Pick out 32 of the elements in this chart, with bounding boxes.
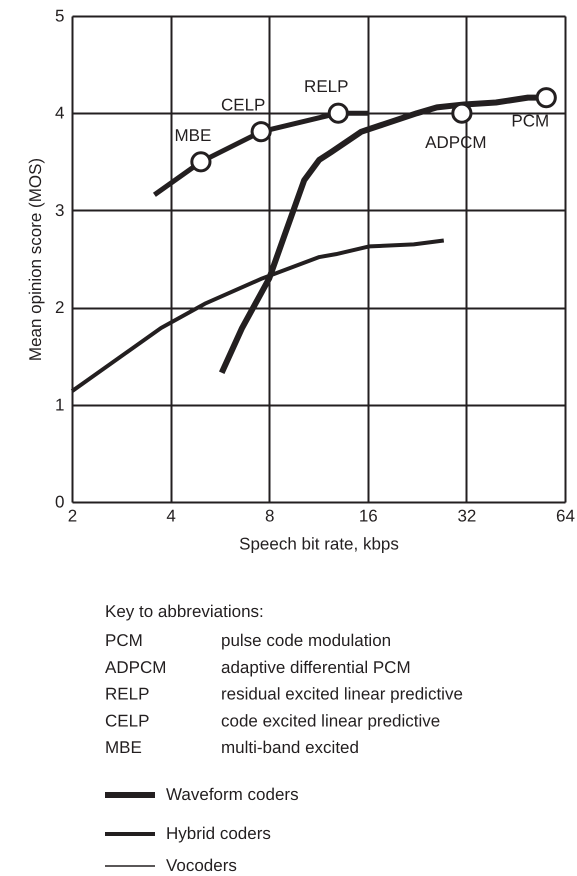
x-tick-label: 64: [556, 506, 575, 526]
annotation: MBE: [174, 126, 212, 145]
x-tick-label: 32: [457, 506, 476, 526]
x-tick-label: 16: [358, 506, 378, 526]
x-tick-label: 2: [68, 506, 78, 526]
y-axis-title: Mean opinion score (MOS): [26, 158, 46, 362]
text: adaptive differential PCM: [221, 658, 411, 677]
text: Key to abbreviations:: [105, 602, 264, 621]
x-tick-label: 8: [264, 506, 274, 526]
x-axis-title: Speech bit rate, kbps: [239, 534, 399, 554]
annotation: RELP: [304, 77, 348, 96]
text: PCM: [105, 631, 143, 650]
y-tick-label: 2: [55, 298, 64, 318]
text: multi-band excited: [221, 738, 359, 758]
text: ADPCM: [105, 658, 166, 677]
legend-label: Vocoders: [166, 856, 237, 875]
text: RELP: [105, 684, 150, 704]
y-tick-label: 1: [55, 395, 64, 414]
annotation: PCM: [511, 112, 550, 131]
x-tick-label: 4: [166, 506, 176, 526]
text: CELP: [105, 711, 150, 730]
legend-label: Hybrid coders: [166, 824, 271, 843]
text: code excited linear predictive: [221, 711, 440, 730]
text: pulse code modulation: [221, 631, 392, 650]
text: residual excited linear predictive: [221, 684, 463, 704]
y-tick-label: 5: [55, 6, 64, 26]
legend-label: Waveform coders: [166, 785, 299, 804]
y-tick-label: 0: [55, 492, 64, 512]
annotation: CELP: [220, 96, 266, 115]
y-tick-label: 3: [55, 200, 64, 220]
y-tick-label: 4: [55, 104, 64, 123]
text: MBE: [105, 738, 142, 758]
